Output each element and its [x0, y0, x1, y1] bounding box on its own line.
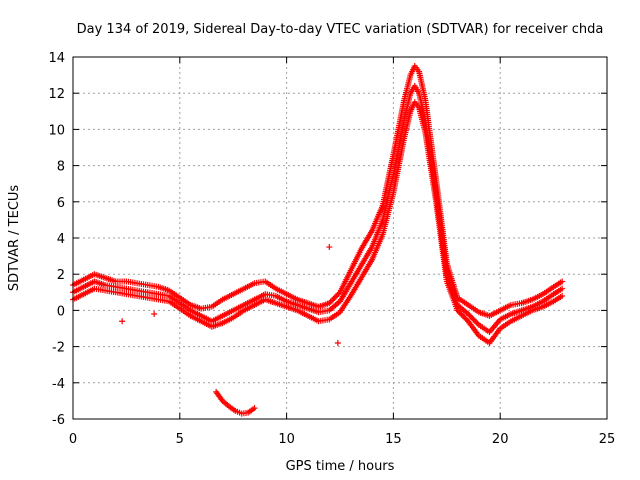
outlier-point [151, 311, 158, 318]
y-tick-label: 0 [57, 304, 65, 319]
x-axis-title: GPS time / hours [286, 459, 395, 474]
y-axis-title: SDTVAR / TECUs [7, 185, 22, 292]
data-point [462, 315, 469, 322]
data-point [334, 292, 341, 299]
x-axis-ticks: 0 5 10 15 20 25 [69, 57, 615, 447]
data-point [251, 405, 258, 412]
series-track-d [213, 388, 258, 417]
x-tick-label: 15 [385, 432, 402, 447]
outlier-points [119, 244, 341, 346]
data-point [454, 307, 461, 314]
y-tick-label: -6 [52, 413, 65, 428]
chart-title: Day 134 of 2019, Sidereal Day-to-day VTE… [77, 22, 604, 37]
y-axis-ticks: -6 -4 -2 0 2 4 6 8 10 12 14 [48, 51, 607, 428]
data-point [331, 294, 338, 301]
data-point [559, 278, 566, 285]
series-track-b [70, 99, 566, 346]
data-point [330, 296, 337, 303]
y-tick-label: 6 [57, 196, 65, 211]
data-point [466, 312, 473, 319]
y-tick-label: -4 [52, 377, 65, 392]
x-tick-label: 10 [278, 432, 295, 447]
y-tick-label: 14 [48, 51, 65, 66]
x-tick-label: 0 [69, 432, 77, 447]
y-tick-label: 4 [57, 232, 65, 247]
data-point [465, 311, 472, 318]
data-point [471, 317, 478, 324]
data-point [332, 293, 339, 300]
data-point [474, 320, 481, 327]
data-point [559, 285, 566, 292]
data-point [328, 297, 335, 304]
y-tick-label: 2 [57, 268, 65, 283]
data-point [559, 292, 566, 299]
data-point [335, 290, 342, 297]
y-tick-label: 10 [48, 123, 65, 138]
data-point [326, 300, 333, 307]
series-track-c [70, 63, 566, 319]
data-point [327, 298, 334, 305]
data-point [457, 310, 464, 317]
data-point [458, 311, 465, 318]
data-marks [70, 63, 566, 417]
y-tick-label: 12 [48, 87, 65, 102]
x-tick-label: 5 [176, 432, 184, 447]
x-tick-label: 20 [492, 432, 509, 447]
y-tick-label: -2 [52, 341, 65, 356]
data-point [473, 319, 480, 326]
data-point [470, 316, 477, 323]
data-point [459, 312, 466, 319]
outlier-point [326, 244, 333, 251]
data-point [455, 308, 462, 315]
data-point [461, 314, 468, 321]
data-point [467, 313, 474, 320]
outlier-point [119, 318, 126, 325]
outlier-point [334, 339, 341, 346]
x-tick-label: 25 [599, 432, 616, 447]
y-tick-label: 8 [57, 160, 65, 175]
data-point [469, 315, 476, 322]
